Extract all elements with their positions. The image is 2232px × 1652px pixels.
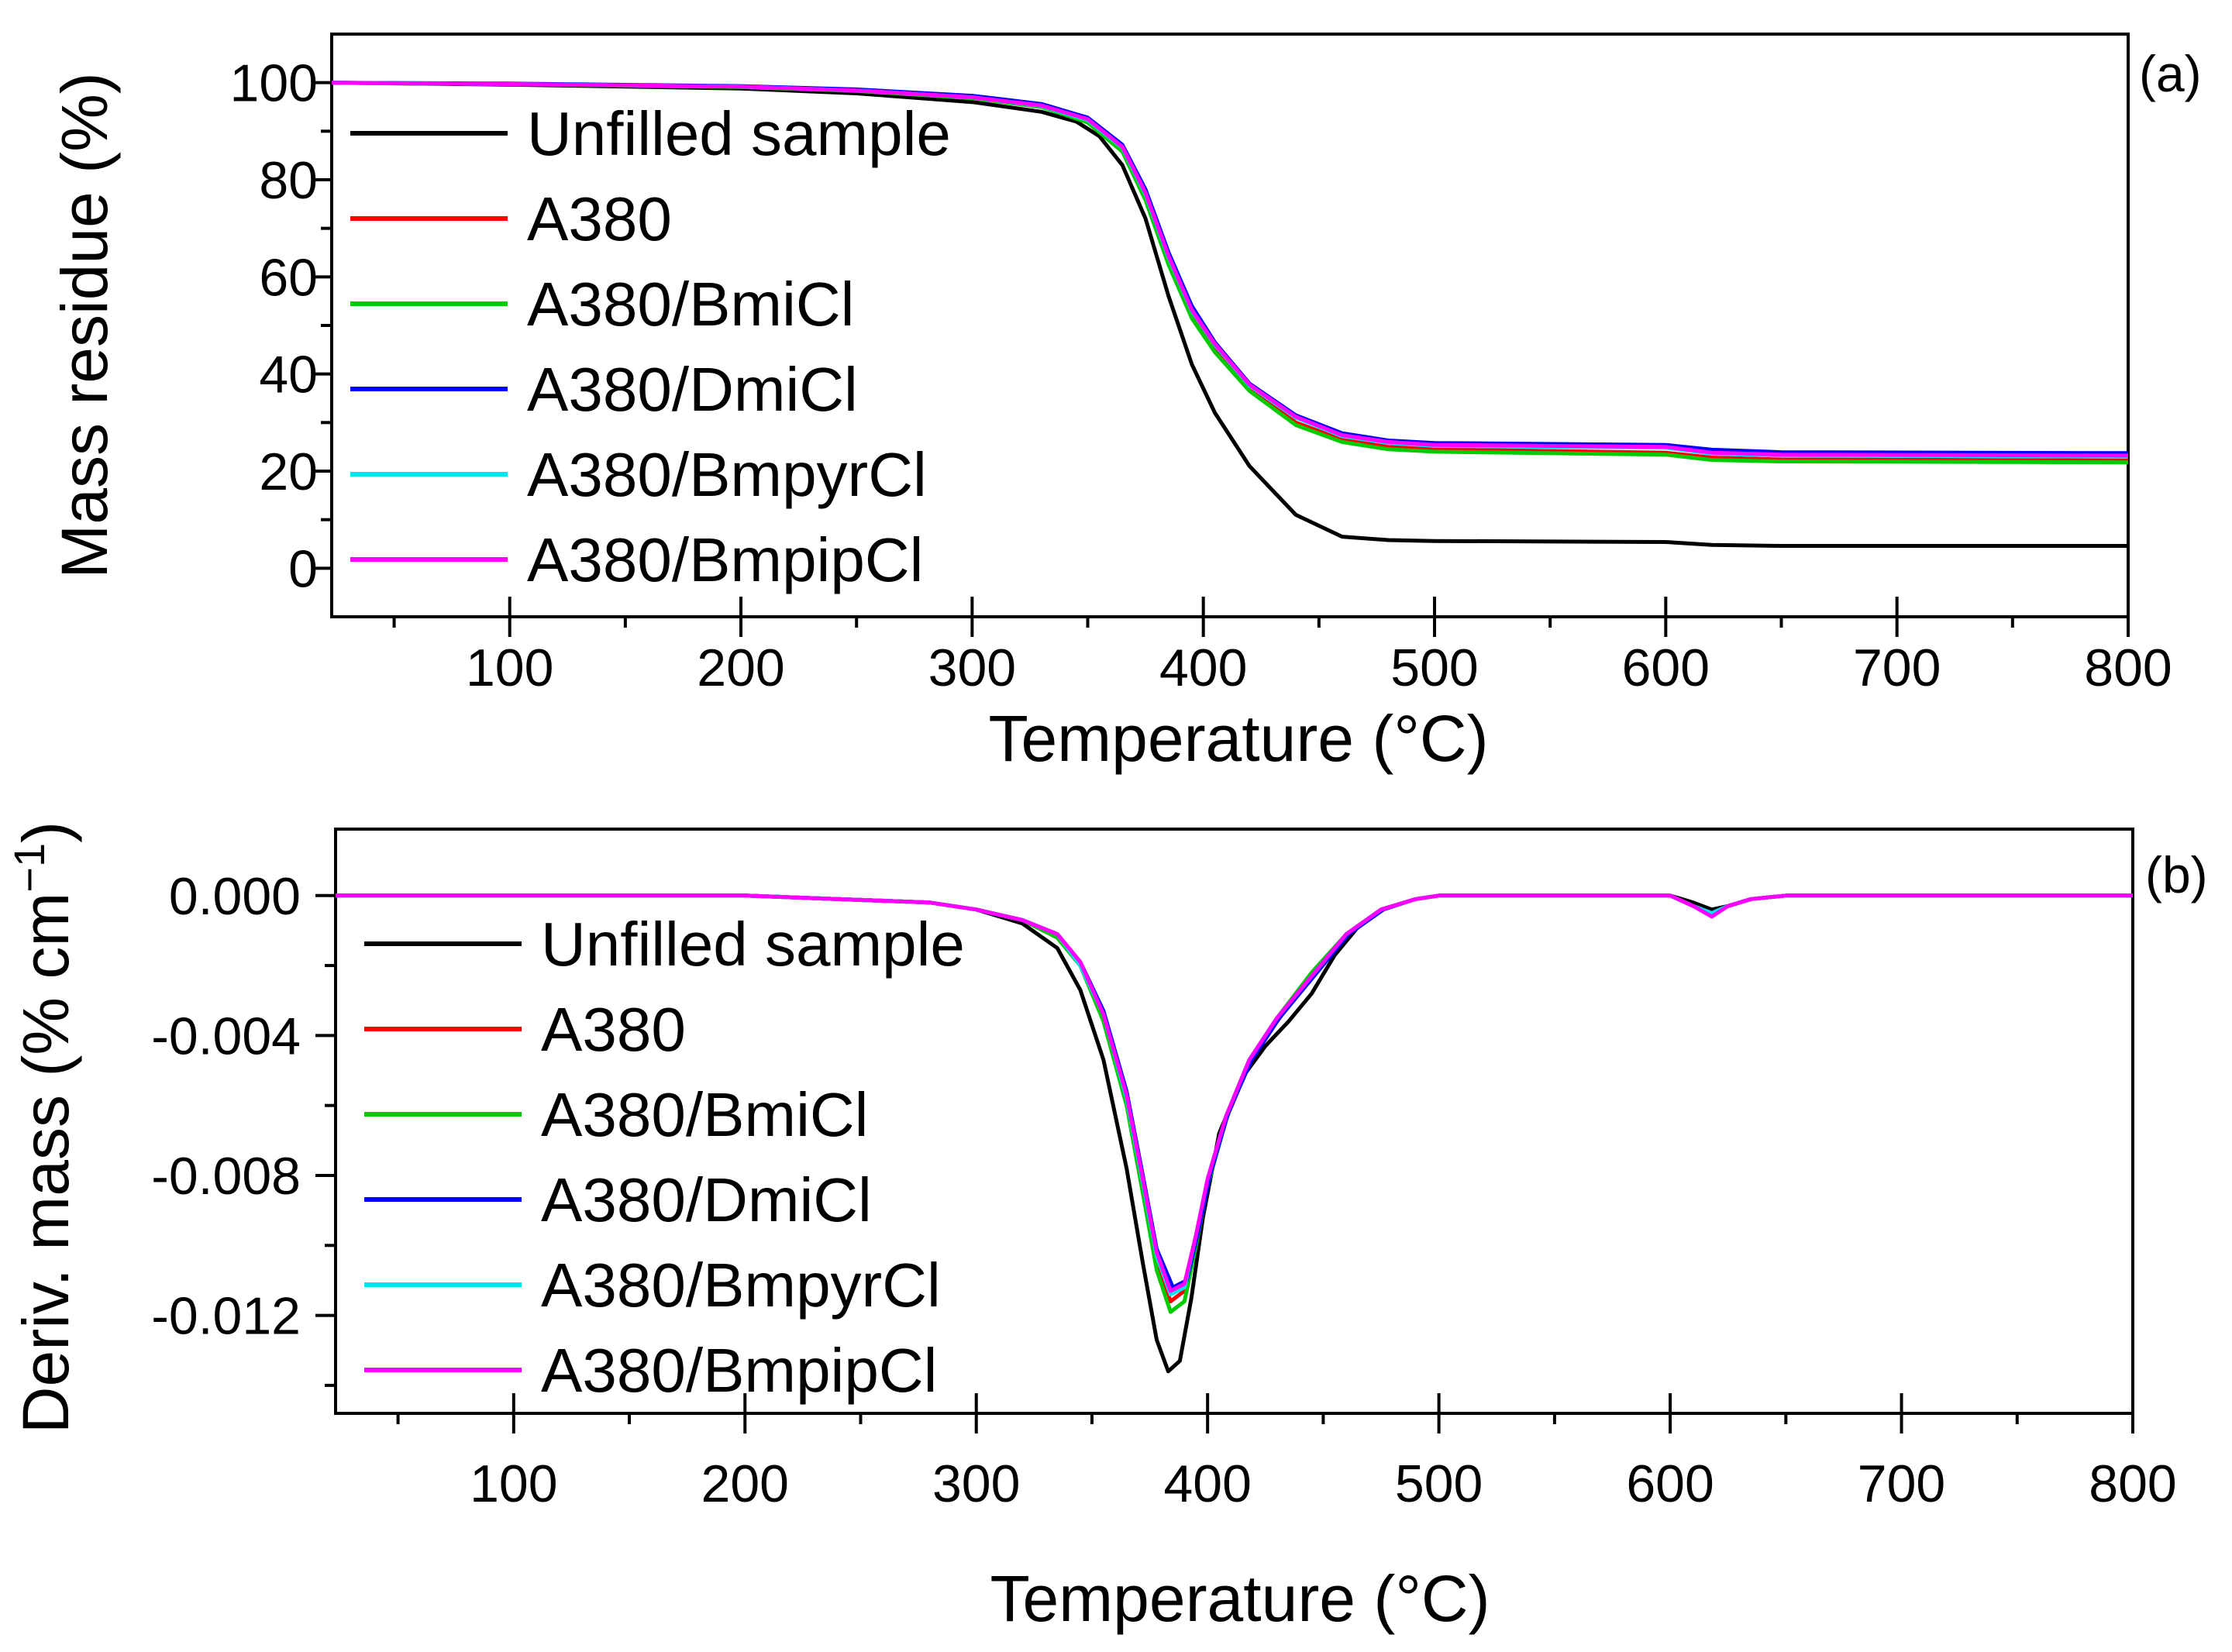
panel-label: (a): [2139, 45, 2202, 102]
legend-label: A380/BmpyrCl: [527, 440, 927, 509]
legend-label: A380/BmiCl: [541, 1080, 868, 1149]
y-tick-label: 80: [259, 151, 318, 210]
legend-label: A380/BmpipCl: [541, 1336, 937, 1405]
y-axis-title-sup: −1: [5, 843, 53, 893]
panel-label: (b): [2145, 846, 2208, 903]
legend-label: Unfilled sample: [541, 910, 965, 979]
legend-label: A380/DmiCl: [527, 355, 858, 424]
x-tick-label: 100: [470, 1454, 557, 1513]
legend-label: A380/BmpyrCl: [541, 1251, 941, 1320]
y-axis-title-end: ): [9, 821, 82, 843]
legend-label: A380: [527, 184, 672, 253]
panel-a: 100 200 300 400 500 600 700 800 0 20 40 60 80 100 Temp…: [48, 33, 2202, 775]
y-tick-label: -0.008: [151, 1147, 301, 1206]
y-axis-title: Mass residue (%): [48, 72, 121, 579]
x-axis-title: Temperature (°C): [988, 702, 1488, 775]
x-tick-label: 300: [928, 638, 1016, 697]
legend-label: A380/DmiCl: [541, 1165, 872, 1234]
x-axis-title: Temperature (°C): [990, 1562, 1490, 1635]
y-tick-label: 0.000: [169, 867, 301, 926]
x-tick-label: 500: [1395, 1454, 1483, 1513]
series-line-unfilled-sample: [332, 81, 2128, 548]
x-tick-label: 600: [1622, 638, 1710, 697]
x-tick-label: 400: [1159, 638, 1247, 697]
x-tick-label: 100: [466, 638, 553, 697]
y-axis-title: Deriv. mass (% cm−1): [5, 821, 83, 1433]
y-tick-label: 40: [259, 346, 318, 404]
legend-label: A380: [541, 995, 686, 1064]
legend-label: A380/BmiCl: [527, 270, 854, 339]
y-tick-label: -0.004: [151, 1007, 301, 1065]
x-tick-label: 500: [1390, 638, 1478, 697]
x-tick-label: 800: [2084, 638, 2172, 697]
panel-b: 100 200 300 400 500 600 700 800 0.000 -0.004 -0.00…: [5, 821, 2208, 1635]
series-line-a380-bmpipcl: [336, 893, 2133, 1293]
legend-label: Unfilled sample: [527, 99, 951, 168]
y-tick-label: 20: [259, 442, 318, 501]
y-tick-label: -0.012: [151, 1287, 301, 1346]
y-tick-label: 60: [259, 248, 318, 307]
x-tick-label: 700: [1858, 1454, 1945, 1513]
x-tick-label: 300: [932, 1454, 1020, 1513]
x-tick-label: 200: [697, 638, 784, 697]
legend-label: A380/BmpipCl: [527, 525, 923, 594]
x-tick-label: 800: [2089, 1454, 2176, 1513]
series-line-a380-bmpipcl: [332, 81, 2128, 458]
y-axis-title-main: Deriv. mass (% cm: [9, 893, 82, 1433]
plot-frame: [334, 828, 2134, 1415]
x-tick-label: 700: [1853, 638, 1941, 697]
x-tick-label: 400: [1163, 1454, 1251, 1513]
y-tick-label: 100: [230, 54, 318, 113]
x-tick-label: 600: [1626, 1454, 1714, 1513]
y-tick-label: 0: [288, 539, 318, 598]
x-tick-label: 200: [701, 1454, 789, 1513]
